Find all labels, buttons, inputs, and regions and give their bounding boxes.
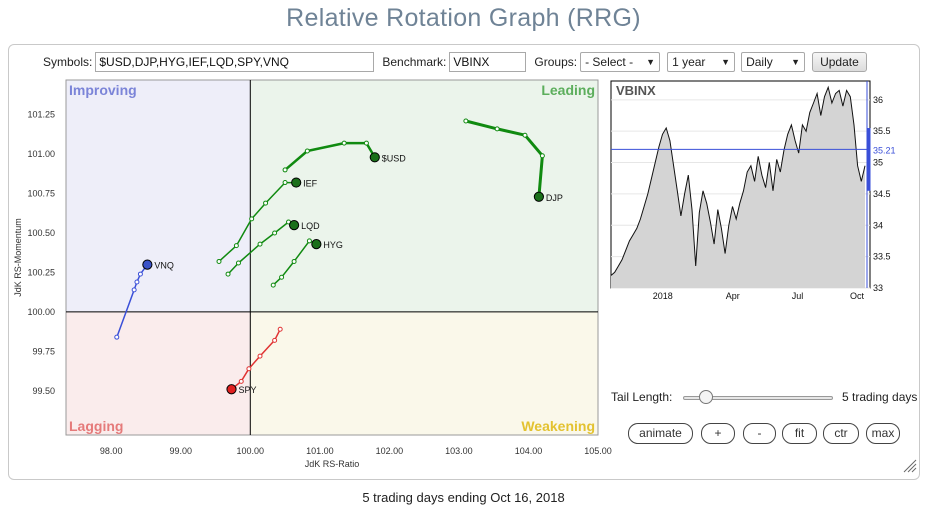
groups-select-value: - Select - [585, 55, 634, 69]
fit-button[interactable]: fit [782, 423, 817, 444]
benchmark-input[interactable] [449, 52, 527, 72]
period-select[interactable]: 1 year ▼ [667, 52, 736, 72]
chevron-down-icon: ▼ [646, 57, 656, 67]
tail-length-track[interactable] [683, 396, 833, 400]
zoom-out-button[interactable]: - [743, 423, 776, 444]
animate-button[interactable]: animate [628, 423, 693, 444]
max-button[interactable]: max [866, 423, 900, 444]
footer-caption: 5 trading days ending Oct 16, 2018 [362, 490, 565, 505]
groups-select[interactable]: - Select - ▼ [580, 52, 661, 72]
interval-select[interactable]: Daily ▼ [741, 52, 806, 72]
chevron-down-icon: ▼ [791, 57, 801, 67]
benchmark-label: Benchmark: [382, 55, 447, 69]
center-button[interactable]: ctr [823, 423, 859, 444]
rrg-panel [8, 44, 920, 480]
zoom-in-button[interactable]: + [701, 423, 735, 444]
period-select-value: 1 year [672, 55, 706, 69]
resize-grip-icon[interactable] [903, 459, 917, 473]
tail-length-value: 5 trading days [842, 390, 918, 404]
symbols-input[interactable] [95, 52, 375, 72]
groups-label: Groups: [534, 55, 578, 69]
interval-select-value: Daily [746, 55, 773, 69]
symbols-label: Symbols: [43, 55, 93, 69]
chevron-down-icon: ▼ [721, 57, 731, 67]
page-title: Relative Rotation Graph (RRG) [286, 4, 641, 32]
tail-length-label: Tail Length: [611, 390, 673, 404]
toolbar: Symbols: Benchmark: Groups: - Select -▼ … [43, 51, 867, 73]
update-button[interactable]: Update [812, 52, 867, 72]
tail-length-thumb[interactable] [698, 390, 713, 404]
